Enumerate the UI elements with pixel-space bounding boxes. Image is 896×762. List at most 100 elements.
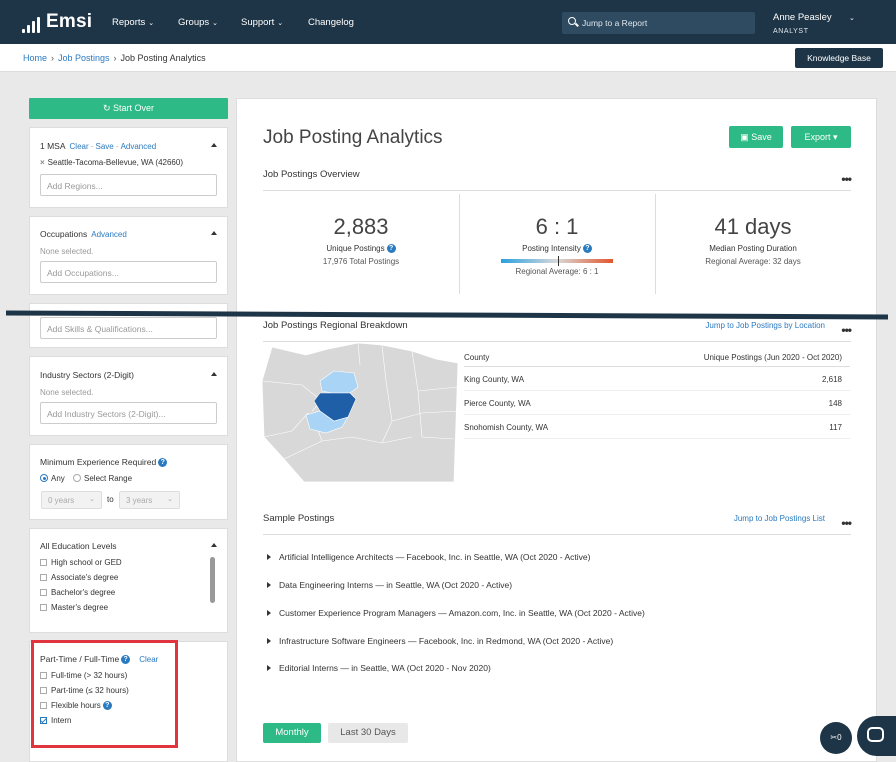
occupations-advanced-link[interactable]: Advanced: [91, 230, 127, 239]
chevron-down-icon: ⌄: [277, 20, 284, 27]
help-icon[interactable]: ?: [158, 458, 168, 467]
chat-bubble-icon: [867, 727, 884, 742]
add-regions-input[interactable]: Add Regions...: [40, 174, 217, 196]
nav-changelog[interactable]: Changelog: [308, 17, 354, 28]
parttime-option-label: Part-time (≤ 32 hours): [51, 686, 129, 695]
more-options-icon[interactable]: •••: [841, 516, 852, 530]
nav-groups[interactable]: Groups ⌄: [178, 17, 218, 28]
education-option[interactable]: Master's degree: [40, 603, 108, 612]
region-clear-link[interactable]: Clear: [69, 142, 89, 151]
collapse-caret-icon[interactable]: [211, 543, 217, 547]
parttime-option-parttime[interactable]: Part-time (≤ 32 hours): [40, 686, 129, 695]
experience-to-label: to: [107, 495, 114, 504]
tab-last-30-days[interactable]: Last 30 Days: [328, 723, 408, 743]
add-occupations-input[interactable]: Add Occupations...: [40, 261, 217, 283]
search-icon: [568, 17, 576, 25]
occupations-none: None selected.: [40, 247, 94, 256]
cut-tool-button[interactable]: ✂0: [820, 722, 852, 754]
breadcrumb-job-postings[interactable]: Job Postings: [58, 53, 110, 63]
jump-to-postings-list-link[interactable]: Jump to Job Postings List: [733, 514, 825, 523]
median-duration-stat: 41 days Median Posting Duration Regional…: [655, 194, 851, 296]
parttime-panel: Part-Time / Full-Time? Clear Full-time (>…: [29, 641, 228, 762]
king-county[interactable]: [313, 392, 357, 422]
collapse-caret-icon[interactable]: [211, 372, 217, 376]
postings-column-header[interactable]: Unique Postings (Jun 2020 - Oct 2020): [703, 353, 842, 362]
education-option[interactable]: Associate's degree: [40, 573, 118, 582]
chat-widget-button[interactable]: [857, 716, 896, 756]
sample-posting-item[interactable]: Data Engineering Interns — in Seattle, W…: [267, 580, 512, 590]
checkbox-icon: [40, 672, 47, 679]
floppy-icon: ▣: [740, 132, 752, 142]
experience-any-radio[interactable]: Any: [40, 474, 65, 483]
sample-posting-text: Artificial Intelligence Architects — Fac…: [279, 552, 591, 562]
start-over-button[interactable]: ↻ Start Over: [29, 98, 228, 119]
parttime-option-flexible[interactable]: Flexible hours?: [40, 701, 112, 710]
help-icon[interactable]: ?: [102, 701, 112, 710]
save-button[interactable]: ▣ Save: [729, 126, 783, 148]
jump-to-location-link[interactable]: Jump to Job Postings by Location: [705, 321, 825, 330]
industry-panel: Industry Sectors (2-Digit) None selected…: [29, 356, 228, 436]
expand-caret-icon: [267, 638, 271, 644]
checkbox-icon: [40, 604, 47, 611]
more-options-icon[interactable]: •••: [841, 323, 852, 337]
region-save-link[interactable]: Save: [95, 142, 114, 151]
collapse-caret-icon[interactable]: [211, 231, 217, 235]
gauge-marker: [558, 256, 559, 266]
help-icon[interactable]: ?: [386, 244, 396, 253]
intensity-gauge: [501, 256, 613, 266]
emsi-logo[interactable]: Emsi: [22, 11, 92, 33]
collapse-caret-icon[interactable]: [211, 143, 217, 147]
sample-posting-item[interactable]: Editorial Interns — in Seattle, WA (Oct …: [267, 663, 491, 673]
top-nav-bar: Emsi Reports ⌄ Groups ⌄ Support ⌄ Changelog…: [0, 0, 896, 44]
washington-county-map[interactable]: [262, 341, 458, 482]
export-button[interactable]: Export ▾: [791, 126, 851, 148]
help-icon[interactable]: ?: [121, 655, 131, 664]
chevron-down-icon: ⌄: [212, 20, 219, 27]
sample-posting-text: Editorial Interns — in Seattle, WA (Oct …: [279, 663, 491, 673]
jump-to-report-search[interactable]: Jump to a Report: [562, 12, 755, 34]
user-name: Anne Peasley: [773, 12, 832, 23]
knowledge-base-button[interactable]: Knowledge Base: [795, 48, 883, 68]
remove-icon[interactable]: ×: [40, 158, 45, 167]
experience-range-radio[interactable]: Select Range: [73, 474, 132, 483]
median-duration-value: 41 days: [714, 214, 792, 239]
snohomish-county[interactable]: [319, 370, 359, 394]
nav-support[interactable]: Support ⌄: [241, 17, 283, 28]
education-option[interactable]: High school or GED: [40, 558, 122, 567]
region-advanced-link[interactable]: Advanced: [120, 142, 157, 151]
sample-posting-item[interactable]: Infrastructure Software Engineers — Face…: [267, 636, 613, 646]
parttime-title: Part-Time / Full-Time? Clear: [40, 654, 158, 664]
parttime-option-fulltime[interactable]: Full-time (> 32 hours): [40, 671, 127, 680]
posting-intensity-value: 6 : 1: [535, 214, 579, 239]
education-option[interactable]: Bachelor's degree: [40, 588, 115, 597]
region-chip-label: Seattle-Tacoma-Bellevue, WA (42660): [47, 158, 183, 167]
sample-posting-item[interactable]: Customer Experience Program Managers — A…: [267, 608, 645, 618]
help-icon[interactable]: ?: [582, 244, 592, 253]
breadcrumb-current: Job Posting Analytics: [120, 53, 206, 63]
add-skills-input[interactable]: Add Skills & Qualifications...: [40, 317, 217, 339]
nav-groups-label: Groups: [178, 17, 210, 28]
region-chip: × Seattle-Tacoma-Bellevue, WA (42660): [40, 158, 183, 167]
expand-caret-icon: [267, 582, 271, 588]
tab-monthly[interactable]: Monthly: [263, 723, 321, 743]
education-panel: All Education Levels High school or GED …: [29, 528, 228, 633]
breadcrumb-separator: ›: [113, 53, 117, 63]
sample-posting-item[interactable]: Artificial Intelligence Architects — Fac…: [267, 552, 590, 562]
experience-from-select[interactable]: 0 years ⌄: [41, 491, 102, 509]
experience-title: Minimum Experience Required?: [40, 457, 168, 467]
parttime-option-intern[interactable]: Intern: [40, 716, 71, 725]
education-scrollbar[interactable]: [210, 557, 215, 603]
scissors-icon: ✂: [830, 733, 838, 742]
experience-to-value: 3 years: [126, 496, 153, 505]
breadcrumb-home[interactable]: Home: [23, 53, 48, 63]
reset-icon: ↻: [102, 103, 114, 113]
more-options-icon[interactable]: •••: [841, 172, 852, 186]
parttime-clear-link[interactable]: Clear: [139, 655, 159, 664]
occupations-title: Occupations Advanced: [40, 229, 127, 239]
county-column-header[interactable]: County: [464, 353, 490, 362]
nav-reports[interactable]: Reports ⌄: [112, 17, 154, 28]
user-menu[interactable]: Anne Peasley ANALYST ⌄: [773, 12, 855, 35]
posting-intensity-stat: 6 : 1 Posting Intensity? Regional Averag…: [459, 194, 655, 296]
experience-to-select[interactable]: 3 years ⌄: [119, 491, 180, 509]
add-industry-input[interactable]: Add Industry Sectors (2-Digit)...: [40, 402, 217, 424]
